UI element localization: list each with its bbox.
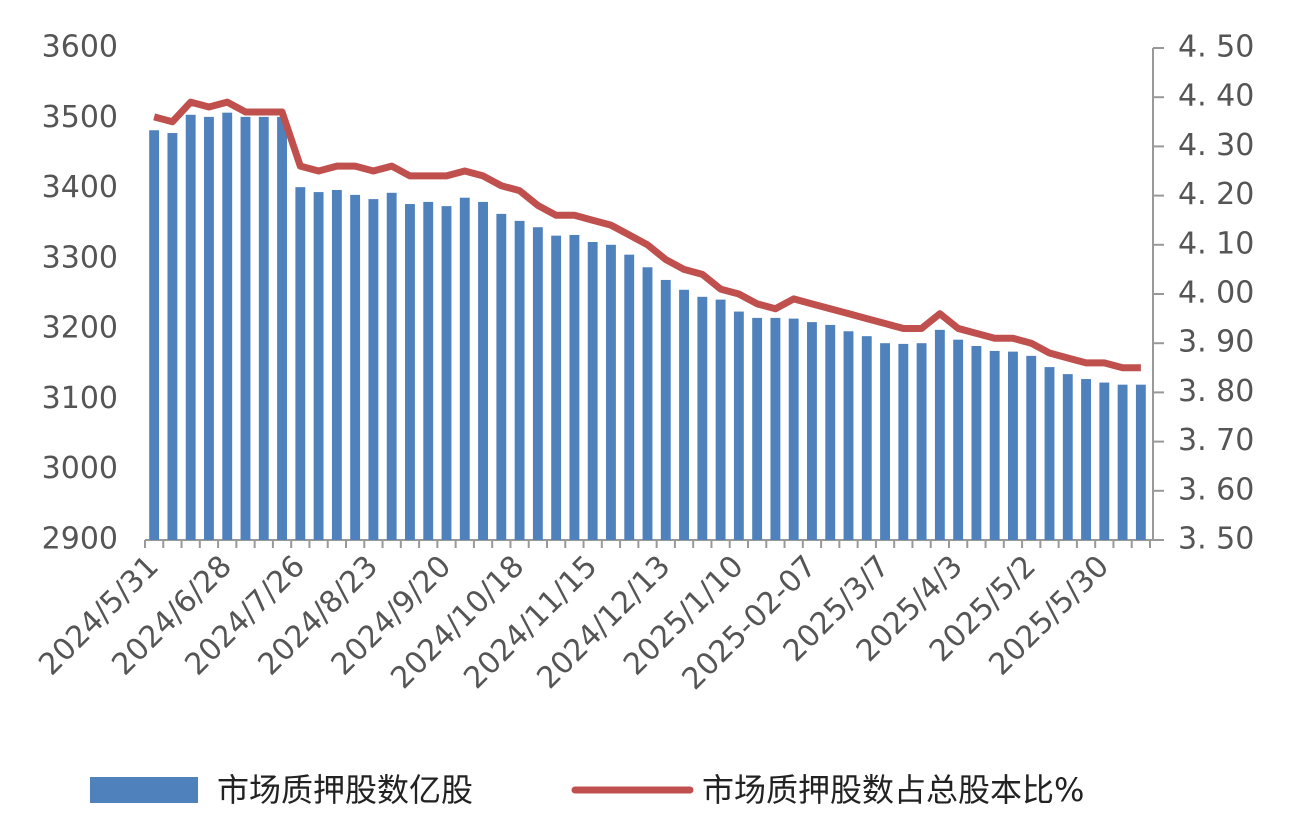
y2-tick-label: 3. 70 (1178, 423, 1254, 458)
bar (1062, 374, 1073, 540)
bar (880, 343, 890, 540)
bar (733, 311, 744, 540)
bar (1081, 379, 1091, 540)
y2-tick-label: 4. 30 (1178, 128, 1254, 163)
bar (459, 197, 470, 541)
y-tick-label: 3300 (42, 240, 118, 275)
y-tick-label: 3100 (42, 381, 118, 416)
y2-tick-label: 4. 40 (1178, 79, 1254, 114)
bar (532, 227, 543, 540)
bar (1099, 382, 1110, 540)
y2-tick-label: 3. 90 (1178, 325, 1254, 360)
bar (934, 329, 945, 540)
bar (807, 322, 817, 540)
y-tick-label: 3600 (42, 30, 118, 65)
bar (185, 114, 196, 541)
legend-label: 市场质押股数亿股 (217, 771, 473, 809)
bar (551, 235, 562, 541)
bar (405, 204, 415, 540)
bar (642, 267, 653, 540)
line (153, 98, 1141, 372)
bar (569, 234, 580, 540)
bar (1008, 351, 1018, 540)
bar (971, 346, 982, 540)
bar (770, 317, 781, 540)
bar (514, 220, 525, 540)
bar (953, 339, 964, 540)
y-tick-label: 3200 (42, 311, 118, 346)
bar (697, 296, 708, 540)
bar (843, 331, 854, 540)
bar (423, 201, 434, 540)
bar (277, 116, 287, 540)
bar (624, 254, 635, 540)
bar (861, 336, 872, 540)
bar (331, 189, 342, 540)
bar (240, 116, 251, 540)
bar (368, 199, 379, 540)
bar (222, 112, 233, 541)
y2-tick-label: 4. 00 (1178, 276, 1254, 311)
bar (788, 318, 799, 540)
bar (350, 194, 361, 540)
bar (679, 289, 689, 540)
bar (167, 133, 178, 540)
bar (386, 192, 397, 540)
legend-label: 市场质押股数占总股本比% (702, 771, 1084, 809)
bar (1117, 384, 1128, 540)
y2-tick-label: 3. 80 (1178, 374, 1254, 409)
bar (295, 187, 306, 540)
bar (313, 192, 324, 541)
bar (258, 116, 269, 540)
y2-tick-label: 3. 60 (1178, 472, 1254, 507)
legend-swatch (90, 777, 198, 803)
bar (587, 241, 598, 540)
bar (715, 299, 726, 540)
bar (825, 324, 836, 540)
y2-tick-label: 3. 50 (1178, 522, 1254, 557)
y2-tick-label: 4. 50 (1178, 30, 1254, 65)
bar (1135, 384, 1146, 540)
y2-tick-label: 4. 10 (1178, 226, 1254, 261)
bar (441, 206, 452, 540)
bar (149, 130, 160, 540)
bar (1044, 367, 1055, 540)
bar (496, 213, 507, 541)
bar (478, 201, 488, 540)
bar (752, 317, 763, 540)
y2-tick-label: 4. 20 (1178, 177, 1254, 212)
y-tick-label: 3500 (42, 100, 118, 135)
bar (1026, 355, 1037, 540)
bar (204, 116, 214, 540)
y-tick-label: 3000 (42, 451, 118, 486)
bar (606, 244, 616, 541)
bar (989, 350, 1000, 540)
y-tick-label: 2900 (42, 522, 118, 557)
bar (660, 279, 671, 540)
y-tick-label: 3400 (42, 170, 118, 205)
bar (898, 343, 909, 540)
bar (916, 343, 927, 540)
